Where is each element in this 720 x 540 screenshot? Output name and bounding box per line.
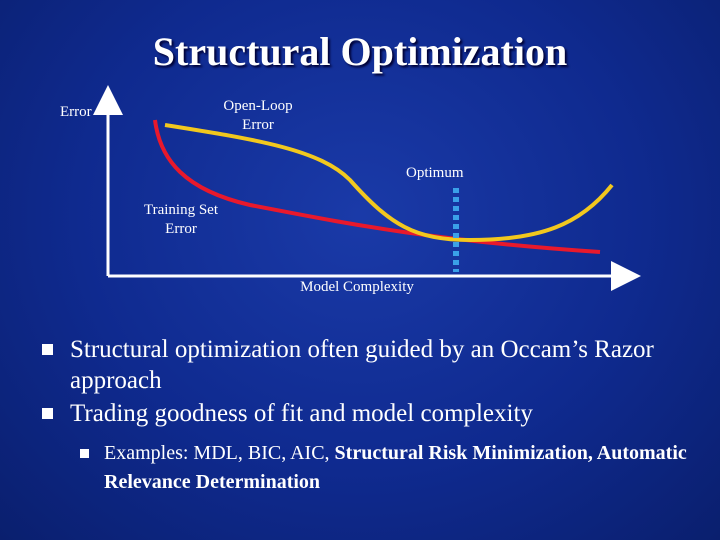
error-vs-complexity-diagram bbox=[93, 85, 641, 291]
bullet-item: Structural optimization often guided by … bbox=[42, 334, 692, 396]
optimum-label: Optimum bbox=[406, 165, 464, 181]
square-bullet-icon bbox=[42, 408, 53, 419]
sub-bullet-text: Examples: MDL, BIC, AIC, bbox=[104, 442, 335, 464]
slide-title: Structural Optimization bbox=[152, 29, 568, 74]
open-loop-error-curve bbox=[164, 123, 614, 243]
x-axis-label: Model Complexity bbox=[300, 279, 414, 295]
sub-bullet-bold-text: Structural Risk Minimization, Automatic … bbox=[104, 442, 687, 493]
open-loop-error-label: Open-Loop Error bbox=[223, 98, 293, 133]
bullet-item: Trading goodness of fit and model comple… bbox=[42, 398, 692, 429]
square-bullet-icon bbox=[80, 449, 89, 458]
sub-bullet-item: Examples: MDL, BIC, AIC, Structural Risk… bbox=[80, 439, 692, 497]
training-set-error-label: Training Set Error bbox=[143, 202, 219, 237]
square-bullet-icon bbox=[42, 344, 53, 355]
bullet-list: Structural optimization often guided by … bbox=[42, 334, 692, 497]
y-axis-label: Error bbox=[60, 104, 92, 120]
bullet-text: Trading goodness of fit and model comple… bbox=[70, 400, 533, 427]
bullet-text: Structural optimization often guided by … bbox=[70, 336, 654, 394]
